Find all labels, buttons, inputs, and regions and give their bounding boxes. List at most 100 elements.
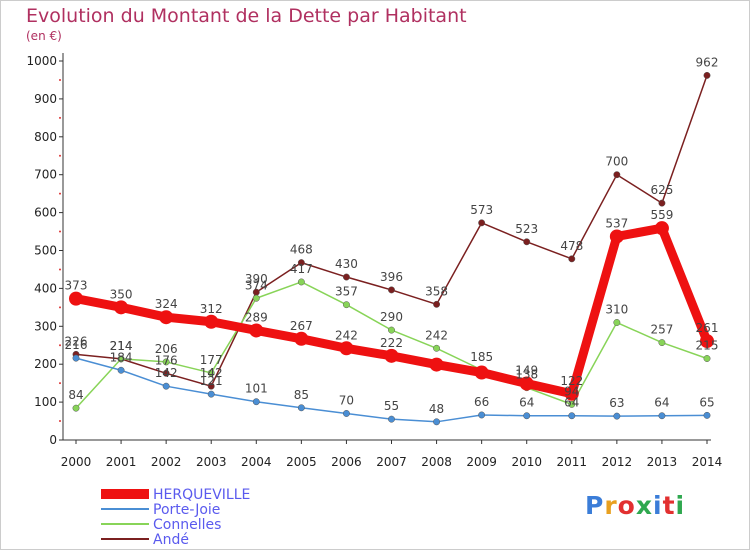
data-point-herqueville xyxy=(654,221,669,236)
data-point-and- xyxy=(568,255,576,263)
data-label-connelles: 310 xyxy=(605,303,628,317)
data-label-connelles: 417 xyxy=(290,262,313,276)
data-point-connelles xyxy=(207,369,215,377)
data-point-herqueville xyxy=(429,357,444,372)
data-point-porte-joie xyxy=(72,354,80,362)
data-label-connelles: 257 xyxy=(650,323,673,337)
data-point-and- xyxy=(162,369,170,377)
x-tick-label: 2011 xyxy=(557,455,588,469)
legend-label-porte-joie: Porte-Joie xyxy=(153,502,220,518)
y-minor-tick xyxy=(59,420,61,423)
data-point-herqueville xyxy=(114,300,129,315)
data-label-and-: 478 xyxy=(560,239,583,253)
logo-letter: x xyxy=(635,491,653,520)
logo-letter: i xyxy=(675,491,686,520)
data-point-porte-joie xyxy=(703,411,711,419)
data-point-herqueville xyxy=(564,386,579,401)
data-point-connelles xyxy=(658,339,666,347)
data-point-connelles xyxy=(117,355,125,363)
data-point-herqueville xyxy=(294,331,309,346)
data-point-connelles xyxy=(342,301,350,309)
data-label-and-: 142 xyxy=(200,366,223,380)
x-tick-label: 2012 xyxy=(602,455,633,469)
legend-label-herqueville: HERQUEVILLE xyxy=(153,487,250,503)
y-tick-label: 700 xyxy=(34,168,57,182)
x-tick-label: 2002 xyxy=(151,455,182,469)
legend-label-and-: Andé xyxy=(153,532,189,548)
logo-letter: o xyxy=(617,491,636,520)
data-point-porte-joie xyxy=(252,398,260,406)
data-point-herqueville xyxy=(249,323,264,338)
x-tick-label: 2003 xyxy=(196,455,227,469)
data-label-herqueville: 537 xyxy=(605,216,628,230)
data-point-and- xyxy=(297,259,305,267)
data-label-herqueville: 373 xyxy=(65,279,88,293)
data-label-and-: 523 xyxy=(515,222,538,236)
data-label-connelles: 290 xyxy=(380,310,403,324)
data-label-and-: 573 xyxy=(470,203,493,217)
data-label-herqueville: 324 xyxy=(155,297,178,311)
data-label-connelles: 242 xyxy=(425,328,448,342)
y-minor-tick xyxy=(59,116,61,119)
data-point-and- xyxy=(433,300,441,308)
data-label-and-: 962 xyxy=(696,55,719,69)
data-point-porte-joie xyxy=(297,404,305,412)
x-tick-label: 2001 xyxy=(106,455,137,469)
y-minor-tick xyxy=(59,78,61,81)
data-point-herqueville xyxy=(384,348,399,363)
data-point-and- xyxy=(658,199,666,207)
data-label-porte-joie: 85 xyxy=(294,388,309,402)
data-label-herqueville: 122 xyxy=(560,374,583,388)
y-minor-tick xyxy=(59,192,61,195)
data-label-and-: 214 xyxy=(110,339,133,353)
data-label-porte-joie: 184 xyxy=(110,350,133,364)
data-point-herqueville xyxy=(69,291,83,306)
data-point-porte-joie xyxy=(523,412,531,420)
data-point-porte-joie xyxy=(568,412,576,420)
data-point-porte-joie xyxy=(658,412,666,420)
data-label-herqueville: 149 xyxy=(515,364,538,378)
y-tick-label: 900 xyxy=(34,92,57,106)
data-point-and- xyxy=(613,171,621,179)
data-point-and- xyxy=(478,219,486,227)
data-label-porte-joie: 64 xyxy=(564,396,579,410)
data-point-porte-joie xyxy=(613,412,621,420)
data-point-and- xyxy=(703,71,711,79)
proxiti-logo[interactable]: Proxiti xyxy=(585,491,685,520)
data-label-connelles: 185 xyxy=(470,350,493,364)
y-minor-tick xyxy=(59,154,61,157)
data-point-and- xyxy=(388,286,395,294)
data-point-herqueville xyxy=(474,365,489,380)
y-tick-label: 0 xyxy=(49,433,57,447)
data-point-and- xyxy=(523,238,531,246)
data-point-connelles xyxy=(297,278,305,286)
data-point-connelles xyxy=(72,404,80,412)
y-minor-tick xyxy=(59,230,61,233)
data-point-and- xyxy=(342,273,350,281)
chart-title: Evolution du Montant de la Dette par Hab… xyxy=(26,5,467,27)
x-tick-label: 2009 xyxy=(466,455,497,469)
data-label-connelles: 177 xyxy=(200,353,223,367)
logo-letter: P xyxy=(585,491,605,520)
data-point-connelles xyxy=(388,326,395,334)
data-label-connelles: 357 xyxy=(335,285,358,299)
data-point-connelles xyxy=(252,294,260,302)
data-label-porte-joie: 63 xyxy=(609,396,624,410)
data-label-herqueville: 267 xyxy=(290,319,313,333)
data-label-porte-joie: 66 xyxy=(474,395,489,409)
data-point-porte-joie xyxy=(433,418,441,426)
data-label-and-: 396 xyxy=(380,270,403,284)
y-tick-label: 400 xyxy=(34,281,57,295)
data-label-herqueville: 289 xyxy=(245,310,268,324)
data-label-connelles: 138 xyxy=(515,368,538,382)
data-label-porte-joie: 65 xyxy=(699,395,714,409)
data-label-porte-joie: 142 xyxy=(155,366,178,380)
x-tick-label: 2014 xyxy=(692,455,723,469)
data-point-and- xyxy=(207,382,215,390)
data-point-herqueville xyxy=(700,334,714,349)
data-point-connelles xyxy=(433,344,441,352)
data-label-herqueville: 350 xyxy=(110,287,133,301)
x-tick-label: 2010 xyxy=(511,455,542,469)
